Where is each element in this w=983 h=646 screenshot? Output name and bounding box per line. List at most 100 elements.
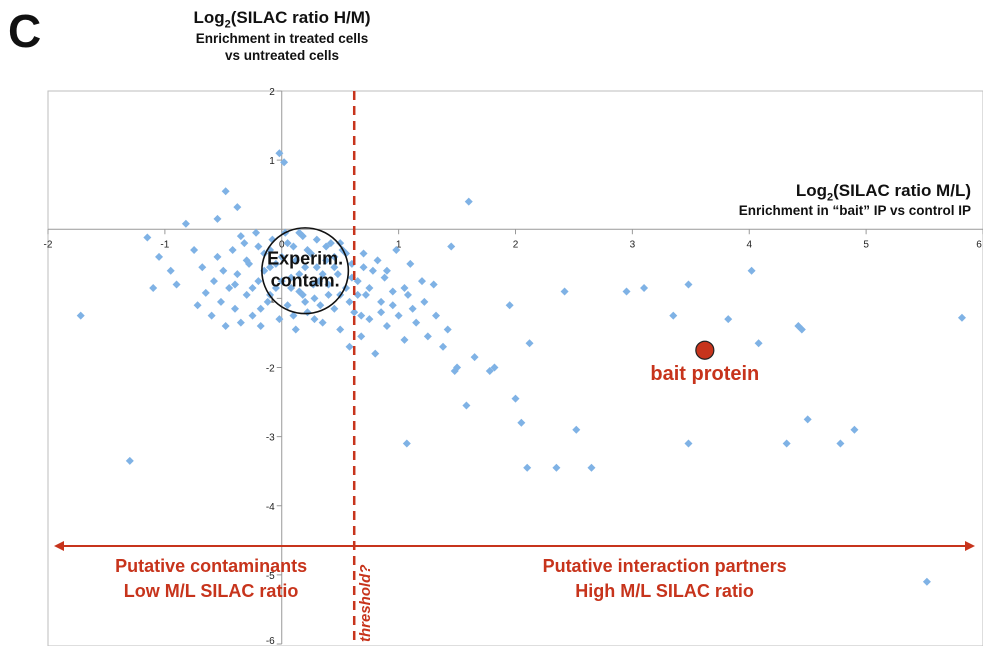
right-region-label-2: High M/L SILAC ratio bbox=[575, 581, 754, 601]
data-point bbox=[490, 363, 499, 372]
data-point bbox=[622, 287, 631, 296]
data-point bbox=[287, 284, 296, 293]
data-point bbox=[172, 280, 181, 289]
data-point bbox=[400, 335, 409, 344]
data-point bbox=[377, 297, 386, 306]
x-tick-label: 1 bbox=[396, 239, 402, 250]
data-point bbox=[149, 284, 158, 293]
data-point bbox=[957, 313, 966, 322]
data-point bbox=[263, 297, 272, 306]
axes: -2 -1 0 1 2 3 4 5 6 2 1 -1 -2 -3 -4 -5 -6 bbox=[44, 87, 983, 646]
data-point bbox=[357, 332, 366, 341]
data-point bbox=[803, 415, 812, 424]
data-point bbox=[412, 318, 421, 327]
threshold-label: threshold? bbox=[357, 565, 374, 643]
data-point bbox=[359, 263, 368, 272]
data-point bbox=[392, 245, 401, 254]
cluster-ellipse bbox=[261, 227, 350, 315]
data-point bbox=[166, 266, 175, 275]
data-point bbox=[283, 301, 292, 310]
data-point bbox=[303, 308, 312, 317]
data-point bbox=[350, 308, 359, 317]
y-tick-label: 2 bbox=[269, 87, 275, 98]
data-point bbox=[312, 235, 321, 244]
data-point bbox=[301, 263, 310, 272]
data-point bbox=[277, 252, 286, 261]
data-point bbox=[377, 308, 386, 317]
data-point bbox=[326, 239, 335, 248]
data-point bbox=[225, 284, 234, 293]
data-point bbox=[747, 266, 756, 275]
data-point bbox=[782, 439, 791, 448]
x-tick-label: -2 bbox=[44, 239, 53, 250]
data-point bbox=[402, 439, 411, 448]
data-point bbox=[368, 266, 377, 275]
data-point bbox=[388, 287, 397, 296]
data-point bbox=[345, 297, 354, 306]
data-point bbox=[371, 349, 380, 358]
data-point bbox=[525, 339, 534, 348]
data-point bbox=[420, 297, 429, 306]
data-point bbox=[587, 463, 596, 472]
data-point bbox=[382, 266, 391, 275]
x-tick-label: 2 bbox=[513, 239, 519, 250]
data-point bbox=[418, 277, 426, 286]
data-point bbox=[336, 325, 345, 334]
data-point bbox=[505, 301, 514, 310]
data-point bbox=[283, 239, 292, 248]
plot-frame bbox=[47, 90, 983, 646]
data-point bbox=[517, 418, 526, 427]
data-point bbox=[373, 256, 382, 265]
data-point bbox=[301, 297, 310, 306]
data-points bbox=[76, 149, 966, 586]
data-point bbox=[443, 325, 452, 334]
data-point bbox=[291, 256, 300, 265]
data-point bbox=[423, 332, 432, 341]
data-point bbox=[560, 287, 569, 296]
data-point bbox=[464, 197, 473, 206]
data-point bbox=[155, 252, 164, 261]
data-point bbox=[447, 242, 456, 251]
x-tick-label: -1 bbox=[160, 239, 169, 250]
data-point bbox=[209, 277, 218, 286]
data-point bbox=[836, 439, 845, 448]
data-point bbox=[318, 270, 327, 279]
data-point bbox=[353, 277, 362, 286]
data-point bbox=[271, 259, 280, 268]
y-tick-label: 1 bbox=[269, 156, 275, 167]
data-point bbox=[408, 304, 417, 313]
data-point bbox=[221, 187, 230, 196]
data-point bbox=[213, 252, 222, 261]
data-point bbox=[280, 158, 289, 167]
data-point bbox=[275, 149, 284, 158]
data-point bbox=[552, 463, 561, 472]
data-point bbox=[216, 297, 225, 306]
data-point bbox=[453, 363, 462, 372]
data-point bbox=[330, 252, 339, 261]
data-point bbox=[315, 277, 324, 286]
data-point bbox=[298, 290, 307, 299]
x-tick-label: 4 bbox=[746, 239, 752, 250]
data-point bbox=[333, 270, 342, 279]
data-point bbox=[236, 232, 245, 241]
x-axis-title: Log2(SILAC ratio M/L) Enrichment in “bai… bbox=[739, 181, 971, 218]
data-point bbox=[143, 233, 152, 242]
x-tick-label: 0 bbox=[279, 239, 285, 250]
data-point bbox=[240, 239, 249, 248]
data-point bbox=[345, 342, 354, 351]
y-tick-label: -1 bbox=[266, 294, 275, 305]
x-tick-label: 3 bbox=[630, 239, 636, 250]
data-point bbox=[470, 353, 479, 362]
data-point bbox=[359, 249, 368, 258]
data-point bbox=[382, 322, 391, 331]
data-point bbox=[213, 214, 222, 223]
data-point bbox=[125, 456, 134, 465]
data-point bbox=[312, 263, 321, 272]
y-axis-title: Log2(SILAC ratio H/M) Enrichment in trea… bbox=[172, 8, 392, 64]
y-axis-subtitle-2: vs untreated cells bbox=[224, 48, 340, 64]
data-point bbox=[330, 304, 339, 313]
data-point bbox=[254, 277, 263, 286]
y-tick-label: -6 bbox=[266, 636, 275, 646]
data-point bbox=[432, 311, 441, 320]
data-point bbox=[309, 280, 318, 289]
